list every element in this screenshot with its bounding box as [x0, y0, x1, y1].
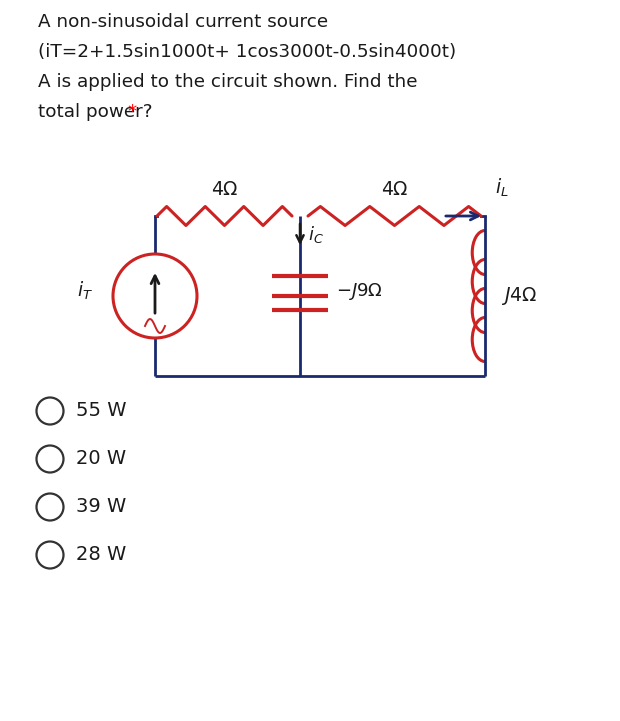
Text: A non-sinusoidal current source: A non-sinusoidal current source — [38, 13, 328, 31]
Text: total power?: total power? — [38, 103, 158, 121]
Text: $4\Omega$: $4\Omega$ — [211, 180, 238, 199]
Text: 39 W: 39 W — [76, 497, 126, 516]
Text: *: * — [127, 103, 136, 121]
Text: A is applied to the circuit shown. Find the: A is applied to the circuit shown. Find … — [38, 73, 417, 91]
Text: $4\Omega$: $4\Omega$ — [381, 180, 409, 199]
Text: $i_C$: $i_C$ — [308, 224, 324, 245]
Text: $-J9\Omega$: $-J9\Omega$ — [336, 280, 383, 301]
Text: 28 W: 28 W — [76, 546, 126, 565]
Text: (iT=2+1.5sin1000t+ 1cos3000t-0.5sin4000t): (iT=2+1.5sin1000t+ 1cos3000t-0.5sin4000t… — [38, 43, 456, 61]
Text: $J4\Omega$: $J4\Omega$ — [501, 285, 537, 307]
Text: $i_L$: $i_L$ — [495, 177, 509, 199]
Text: $i_T$: $i_T$ — [77, 280, 93, 302]
Text: 20 W: 20 W — [76, 449, 126, 469]
Text: 55 W: 55 W — [76, 402, 126, 420]
